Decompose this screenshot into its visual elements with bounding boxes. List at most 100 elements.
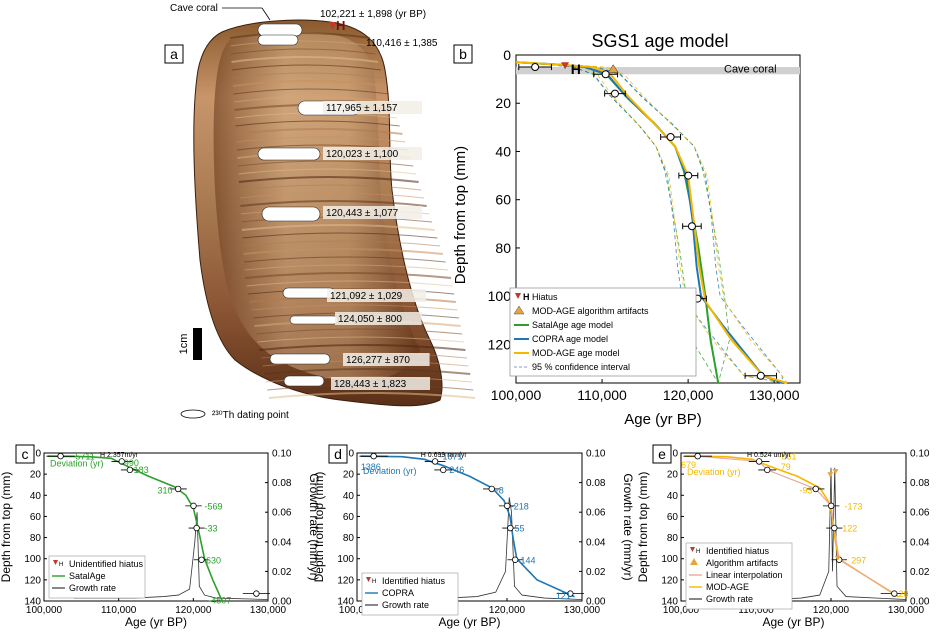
- dating-point-oval: [257, 23, 303, 37]
- growth-band: [233, 88, 389, 95]
- x-axis-label: Age (yr BP): [125, 615, 187, 629]
- dating-point: [756, 371, 765, 380]
- chart-b-xlabel: Age (yr BP): [624, 411, 702, 428]
- deviation-label: -4507: [208, 595, 231, 605]
- y2-tick-label: 0.10: [910, 449, 930, 460]
- dating-point-oval: [283, 375, 325, 387]
- x-tick-label: 100,000: [663, 605, 700, 616]
- y-tick-label: 40: [667, 491, 679, 502]
- y2-tick-label: 0.02: [586, 567, 606, 578]
- panel-label-box: [15, 444, 35, 464]
- chart-b-ylabel: Depth from top (mm): [452, 146, 469, 284]
- growth-band: [246, 280, 453, 287]
- growth-band: [243, 256, 446, 263]
- legend-mark: H: [59, 562, 63, 568]
- dating-point: [694, 452, 701, 460]
- x-axis-label: Age (yr BP): [438, 615, 500, 629]
- y-tick-label: 40: [343, 491, 355, 502]
- ci-line: [515, 61, 788, 384]
- date-label: 120,443 ± 1,077: [326, 208, 399, 219]
- dating-point: [687, 222, 696, 231]
- legend-hiatus-marker: [53, 560, 58, 565]
- y-tick-label: 140: [24, 597, 41, 608]
- legend-entry: Algorithm artifacts: [706, 558, 779, 568]
- legend-ci: 95 % confidence interval: [532, 362, 630, 372]
- dating-point: [567, 590, 574, 597]
- dating-point-oval: [289, 315, 339, 325]
- date-label: 110,416 ± 1,385: [366, 38, 438, 49]
- panel-label-box: [328, 444, 348, 464]
- legend-box: [48, 555, 146, 599]
- legend-hiatus-marker: [366, 577, 371, 582]
- y-tick-label: 20: [343, 470, 355, 481]
- artifact-marker: [607, 64, 619, 73]
- y2-tick-label: 0.08: [586, 478, 606, 489]
- ci-line: [515, 61, 784, 384]
- dating-point: [831, 524, 838, 532]
- y-tick-label: 120: [337, 575, 354, 586]
- legend-artifact-marker: [513, 305, 525, 315]
- deviation-label: 630: [206, 555, 221, 565]
- y-axis-label: Depth from top (mm): [312, 472, 326, 583]
- y-tick-label: 80: [667, 533, 679, 544]
- y-tick-label: 120: [661, 575, 678, 586]
- x-tick-label: 110,000: [577, 387, 627, 403]
- dating-point: [684, 171, 693, 180]
- growth-band: [238, 168, 416, 175]
- y-tick-label: 20: [30, 470, 42, 481]
- dating-point: [610, 89, 619, 98]
- dating-point: [891, 590, 898, 597]
- x-tick-label: 130,000: [250, 605, 287, 616]
- growth-note: H 0.524 um/yr: [747, 452, 792, 459]
- x-tick-label: 120,000: [175, 605, 212, 616]
- deviation-label: 1386: [361, 462, 381, 472]
- scale-bar: [193, 328, 202, 360]
- legend-entry: Growth rate: [706, 594, 753, 604]
- deviation-title: Deviation (yr): [687, 467, 741, 477]
- legend-entry: Identified hiatus: [382, 576, 446, 586]
- y2-tick-label: 0.02: [910, 567, 930, 578]
- growth-band: [244, 272, 452, 279]
- y-tick-label: 0: [35, 449, 41, 460]
- panel-a: 102,221 ± 1,898 (yr BP) 110,416 ± 1,385 11…: [164, 3, 476, 421]
- y-tick-label: 100: [661, 554, 678, 565]
- legend-hiatus-h: H: [523, 292, 530, 302]
- growth-band: [241, 224, 435, 231]
- panel-d: d100,000110,000120,000130,00002040608010…: [312, 444, 635, 629]
- growth-band: [231, 64, 381, 71]
- growth-band: [235, 120, 400, 127]
- dating-point: [666, 133, 675, 141]
- y-tick-label: 0: [348, 449, 354, 460]
- growth-band: [232, 72, 384, 79]
- y2-tick-label: 0.04: [910, 537, 930, 548]
- panel-label-b: b: [459, 46, 467, 62]
- date-label-group: 124,050 ± 800: [335, 312, 422, 325]
- growth-band: [242, 240, 441, 247]
- y-tick-label: 60: [30, 512, 42, 523]
- deviation-label: -990: [121, 458, 139, 468]
- y-tick-label: 80: [343, 533, 355, 544]
- growth-note: H 2.357m/yr: [100, 452, 139, 459]
- date-label-group: 102,221 ± 1,898 (yr BP): [320, 9, 426, 20]
- deviation-title: Deviation (yr): [363, 466, 417, 476]
- date-label: 120,023 ± 1,100: [326, 149, 399, 160]
- y2-tick-label: 0.06: [272, 508, 292, 519]
- dating-point: [126, 466, 134, 474]
- growth-band: [231, 56, 379, 63]
- date-label-bg: [335, 312, 422, 325]
- panel-e: e 100,000 110,000 120,000 130,000 0 20 40 60 80 10…: [636, 444, 930, 629]
- panel-label: d: [334, 446, 342, 462]
- dating-point-oval: [257, 147, 321, 161]
- y2-tick-label: 0.02: [272, 567, 292, 578]
- y-tick-label: 120: [488, 336, 512, 352]
- growth-band: [238, 176, 419, 183]
- growth-band: [239, 184, 422, 191]
- growth-band: [237, 160, 414, 167]
- dating-point-oval: [257, 34, 299, 46]
- date-label-group: 128,443 ± 1,823: [331, 377, 430, 390]
- y-axis-label: Depth from top (mm): [636, 472, 650, 583]
- y-axis-label: Depth from top (mm): [0, 472, 13, 583]
- growth-band: [257, 336, 464, 343]
- date-label-group: 110,416 ± 1,385: [366, 38, 438, 49]
